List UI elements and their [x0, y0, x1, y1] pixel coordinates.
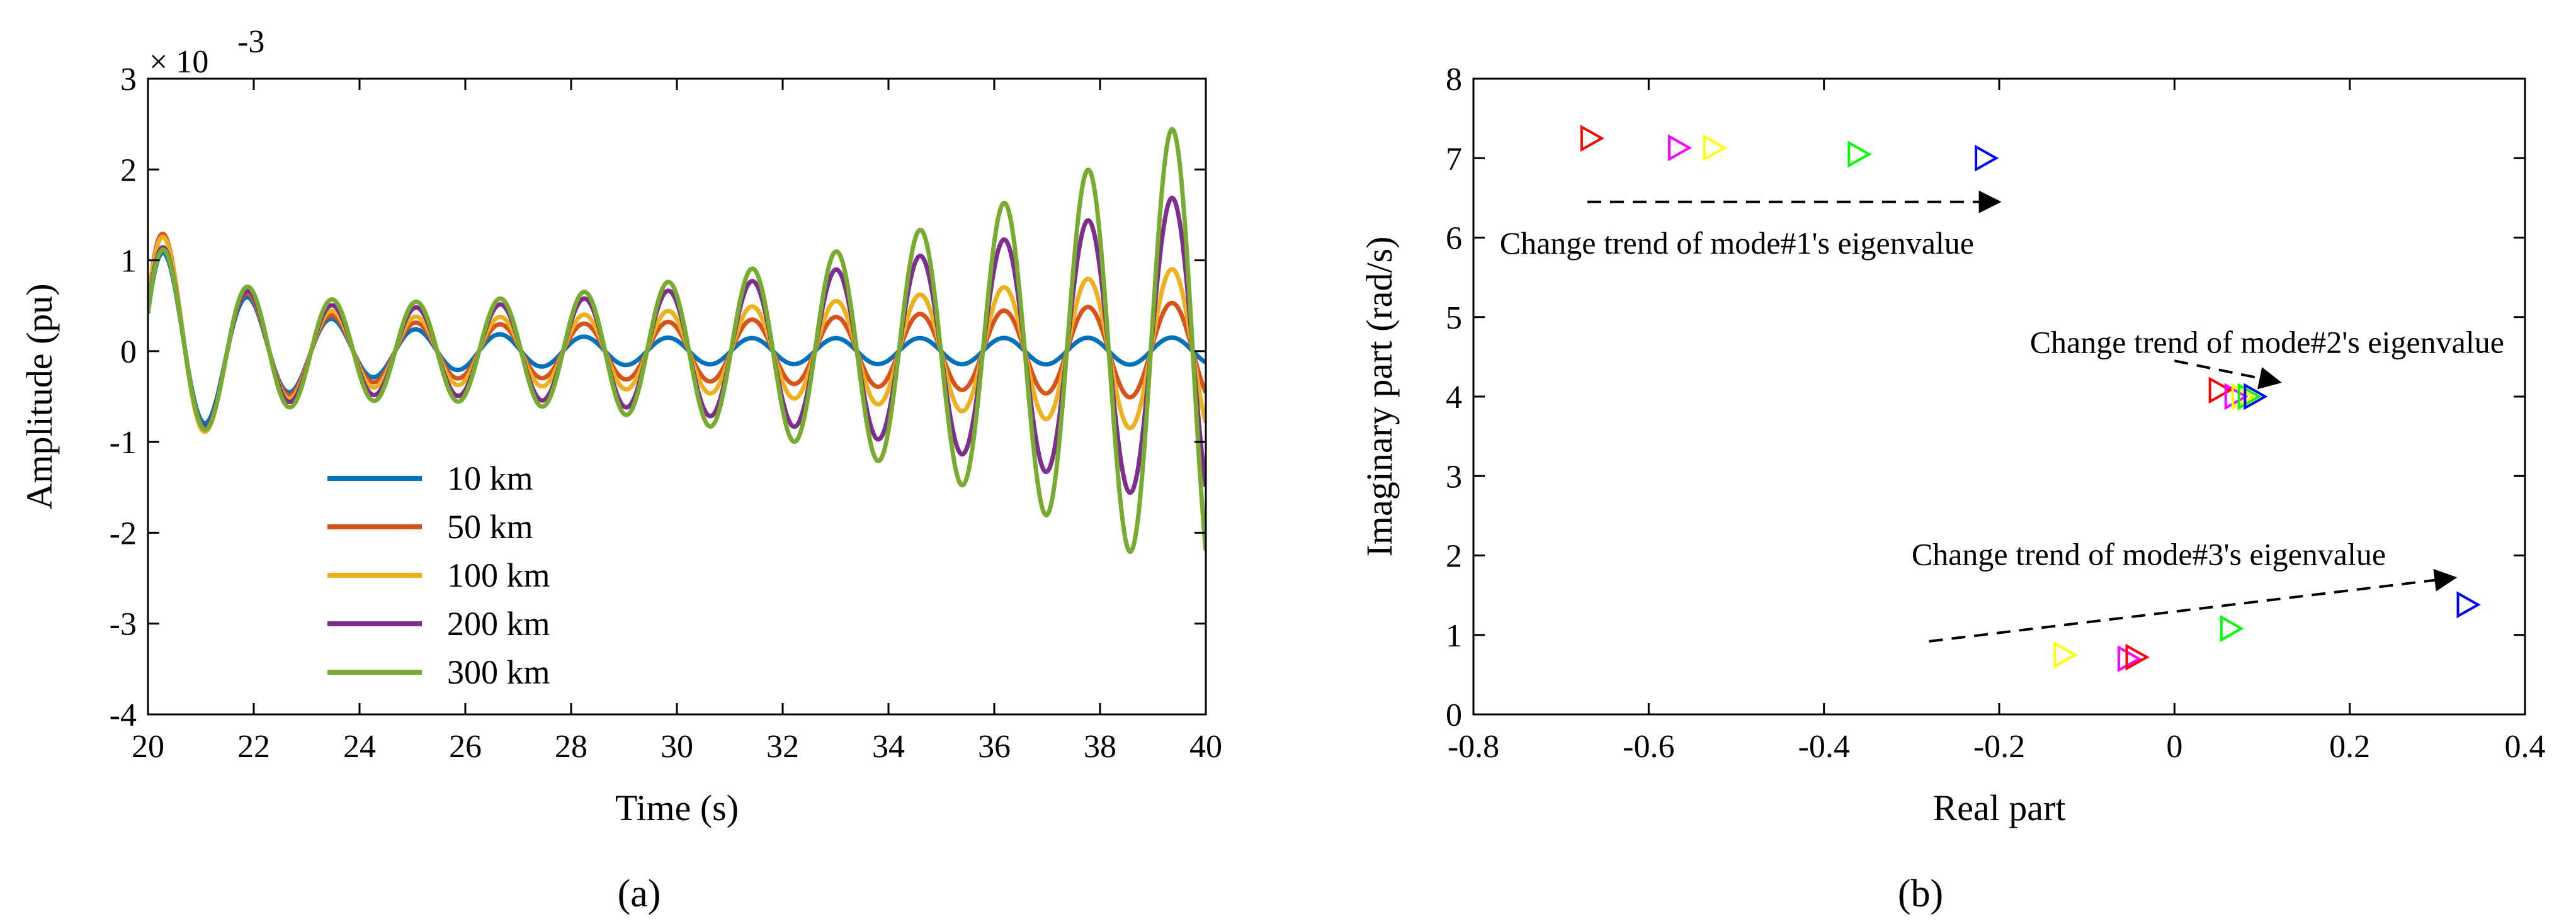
- y-tick-label: 5: [1446, 300, 1462, 336]
- y-tick-label: 6: [1446, 221, 1462, 257]
- x-tick-label: 26: [449, 729, 482, 765]
- y-axis-label: Amplitude (pu): [19, 283, 60, 509]
- y-tick-label: 8: [1446, 62, 1462, 98]
- x-tick-label: 0.4: [2505, 729, 2546, 765]
- eigenvalue-marker: [2224, 383, 2249, 410]
- series-line-0: [148, 251, 1206, 426]
- y-tick-label: 7: [1446, 141, 1462, 177]
- x-tick-label: -0.6: [1623, 729, 1674, 765]
- eigenvalue-marker: [2231, 383, 2255, 410]
- y-exponent-base: × 10: [149, 44, 208, 80]
- eigenvalue-marker: [1580, 125, 1604, 152]
- y-axis-label: Imaginary part (rad/s): [1359, 237, 1400, 557]
- eigenvalue-marker: [2237, 383, 2262, 410]
- eigenvalue-marker: [1847, 140, 1872, 168]
- y-tick-label: 4: [1446, 380, 1462, 415]
- y-tick-label: 0: [1446, 697, 1462, 733]
- x-tick-label: 28: [555, 729, 587, 765]
- legend-label: 200 km: [447, 605, 550, 643]
- x-tick-label: 30: [661, 729, 693, 765]
- x-tick-label: -0.8: [1448, 729, 1499, 765]
- x-tick-label: 38: [1084, 729, 1116, 765]
- trend-annotation-mode-2: Change trend of mode#2's eigenvalue: [2030, 325, 2504, 360]
- x-tick-label: 40: [1189, 729, 1222, 765]
- plot-frame: [147, 77, 1207, 716]
- trend-arrow-mode-2: [2174, 359, 2282, 390]
- y-tick-label: -4: [110, 697, 137, 733]
- x-tick-label: 32: [766, 729, 799, 765]
- x-axis-label: Real part: [1933, 787, 2066, 828]
- y-tick-label: -1: [110, 425, 137, 461]
- eigenvalue-marker: [1703, 134, 1727, 162]
- eigenvalue-marker: [2053, 641, 2078, 668]
- y-exponent-power: -3: [237, 24, 264, 60]
- y-tick-label: 1: [1446, 618, 1462, 654]
- y-tick-label: 0: [120, 334, 137, 370]
- series-line-3: [148, 195, 1206, 495]
- x-tick-label: -0.2: [1973, 729, 2025, 765]
- panel-label-b: (b): [1898, 872, 1943, 915]
- trend-annotation-mode-1: Change trend of mode#1's eigenvalue: [1500, 225, 1974, 261]
- x-tick-label: 20: [132, 729, 164, 765]
- eigenvalue-points: [1580, 125, 2481, 673]
- eigenvalue-marker: [1975, 144, 1999, 172]
- eigenvalue-marker: [2244, 383, 2268, 410]
- x-tick-label: 36: [978, 729, 1011, 765]
- x-tick-label: 24: [343, 729, 376, 765]
- series-line-2: [148, 234, 1206, 434]
- eigenvalue-marker: [2220, 615, 2244, 643]
- legend-label: 50 km: [447, 508, 533, 546]
- series-group: [148, 127, 1206, 554]
- x-tick-label: 34: [872, 729, 905, 765]
- legend-label: 10 km: [447, 459, 533, 497]
- eigenvalue-marker: [2117, 645, 2142, 673]
- eigenvalue-marker: [1668, 134, 1693, 162]
- series-line-1: [148, 231, 1206, 434]
- legend-label: 100 km: [447, 556, 550, 594]
- plot-frame: [1472, 77, 2526, 716]
- trend-annotation-mode-3: Change trend of mode#3's eigenvalue: [1912, 537, 2386, 572]
- y-tick-label: -3: [110, 607, 137, 643]
- y-tick-label: 1: [120, 244, 137, 279]
- y-tick-label: 2: [120, 152, 137, 188]
- panel-label-a: (a): [618, 872, 661, 915]
- eigenvalue-marker: [2456, 591, 2481, 619]
- y-tick-label: -2: [110, 516, 137, 551]
- x-tick-label: 0.2: [2329, 729, 2370, 765]
- x-axis-label: Time (s): [615, 787, 739, 828]
- panel-a-line-chart: 20 22 24 26 28 30 32 34 36 38 40 -4 -3 -2 -1 0 1 2 3 × 10 -3…: [19, 24, 1222, 915]
- x-tick-label: -0.4: [1798, 729, 1850, 765]
- eigenvalue-marker: [2125, 643, 2150, 671]
- y-tick-label: 3: [120, 62, 137, 98]
- legend-label: 300 km: [447, 653, 550, 691]
- legend: 10 km 50 km 100 km 200 km 300 km: [327, 459, 550, 691]
- x-tick-label: 22: [237, 729, 270, 765]
- y-tick-label: 2: [1446, 539, 1462, 575]
- x-tick-label: 0: [2166, 729, 2182, 765]
- trend-arrow-mode-3: [1929, 568, 2458, 643]
- y-tick-label: 3: [1446, 459, 1462, 495]
- eigenvalue-marker: [2208, 376, 2233, 404]
- series-line-4: [148, 127, 1206, 554]
- panel-b-eigenvalue-scatter: -0.8 -0.6 -0.4 -0.2 0 0.2 0.4 0 1 2 3 4 5 6 7 8 Real par…: [1359, 62, 2546, 915]
